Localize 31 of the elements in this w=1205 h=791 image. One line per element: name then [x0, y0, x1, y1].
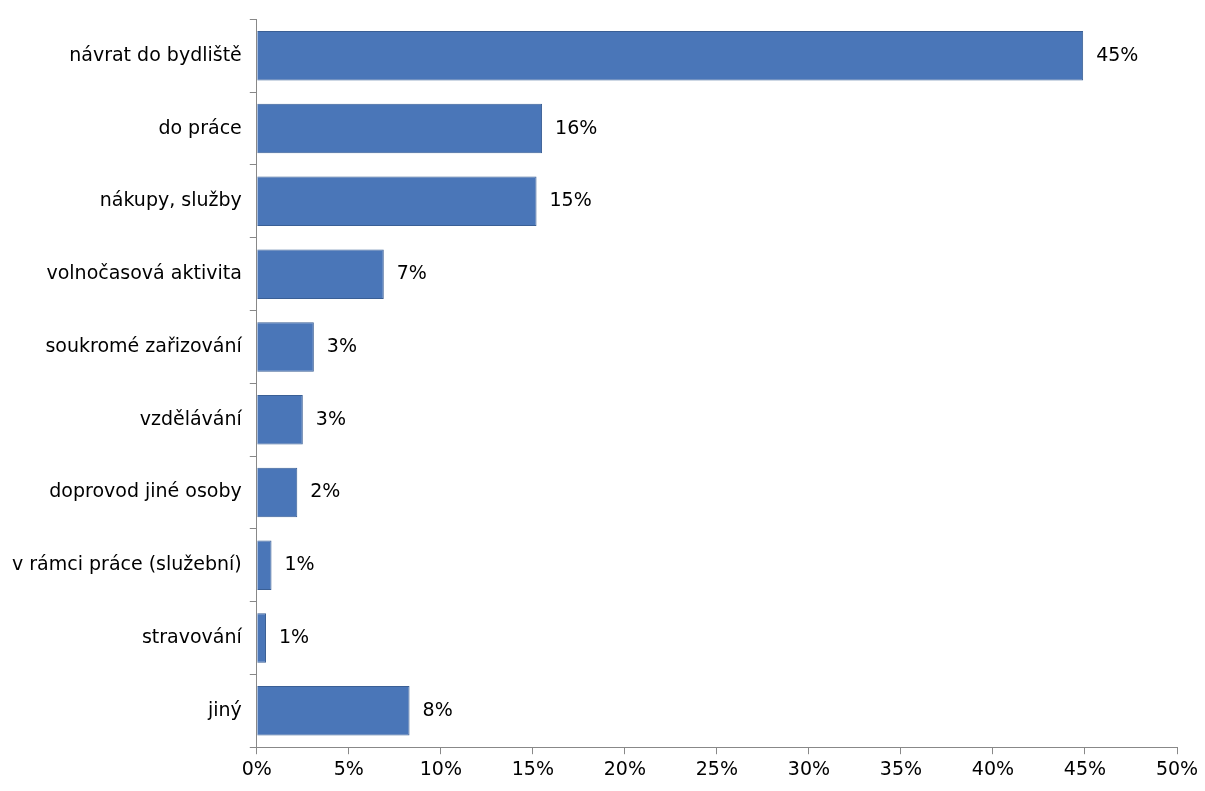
- x-tick-label: 45%: [1063, 756, 1107, 779]
- data-label: 1%: [278, 624, 310, 647]
- y-tick-label: nákupy, služby: [99, 188, 242, 211]
- x-tick-label: 50%: [1155, 756, 1199, 779]
- data-label: 3%: [326, 333, 357, 356]
- y-tick-label: stravování: [141, 624, 243, 647]
- x-tick-label: 30%: [787, 756, 831, 779]
- x-tick-label: 5%: [333, 756, 364, 779]
- data-label: 16%: [555, 115, 598, 138]
- y-tick-label: vzdělávání: [139, 406, 243, 429]
- y-tick-label: soukromé zařizování: [45, 333, 243, 356]
- y-tick-label: jiný: [206, 697, 242, 720]
- data-label: 1%: [284, 552, 315, 575]
- data-label: 8%: [422, 697, 453, 720]
- x-tick-label: 25%: [695, 756, 739, 779]
- x-tick-label: 20%: [603, 756, 646, 779]
- data-label: 45%: [1096, 42, 1139, 65]
- data-label: 2%: [310, 479, 341, 502]
- x-tick-label: 10%: [419, 756, 462, 779]
- y-tick-label: v rámci práce (služební): [11, 552, 242, 575]
- data-label: 3%: [315, 406, 346, 429]
- y-tick-label: volnočasová aktivita: [46, 261, 242, 284]
- y-tick-label: návrat do bydliště: [69, 42, 242, 65]
- x-tick-label: 15%: [511, 756, 554, 779]
- x-tick-label: 40%: [971, 756, 1015, 779]
- x-tick-label: 0%: [241, 756, 272, 779]
- x-tick-label: 35%: [879, 756, 923, 779]
- y-tick-label: doprovod jiné osoby: [49, 479, 242, 502]
- data-label: 7%: [396, 261, 427, 284]
- data-label: 15%: [549, 188, 592, 211]
- y-tick-label: do práce: [158, 115, 242, 138]
